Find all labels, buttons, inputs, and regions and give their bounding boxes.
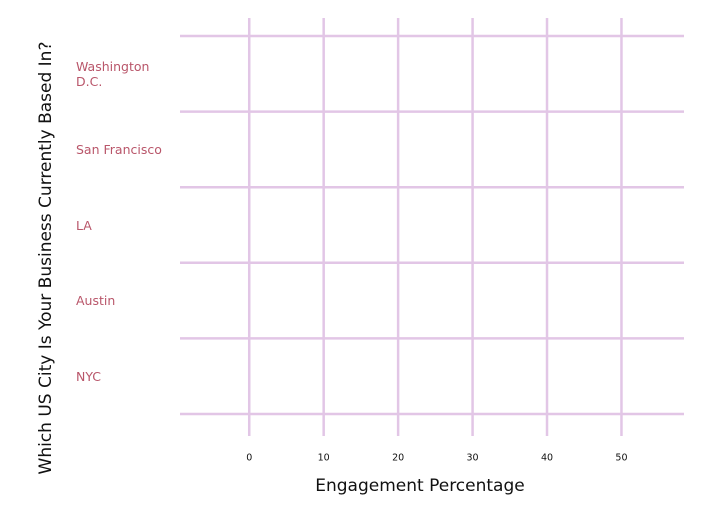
y-tick-label: Austin bbox=[76, 293, 116, 309]
y-label-wrap: San Francisco bbox=[76, 119, 176, 179]
y-label-box: NYC bbox=[76, 346, 176, 406]
x-tick-label: 10 bbox=[318, 453, 330, 464]
y-tick-label: NYC bbox=[76, 368, 102, 384]
y-label-wrap: NYC bbox=[76, 346, 176, 406]
x-tick-label: 40 bbox=[541, 453, 553, 464]
y-label-wrap: Austin bbox=[76, 271, 176, 331]
y-label-wrap: LA bbox=[76, 195, 176, 255]
x-axis-title: Engagement Percentage bbox=[315, 476, 524, 496]
y-label-box: San Francisco bbox=[76, 119, 176, 179]
x-tick-label: 50 bbox=[615, 453, 627, 464]
x-tick-label: 20 bbox=[392, 453, 404, 464]
y-label-box: LA bbox=[76, 195, 176, 255]
y-tick-label: San Francisco bbox=[76, 141, 162, 157]
y-label-wrap: Washington D.C. bbox=[76, 44, 176, 104]
y-tick-label: Washington D.C. bbox=[76, 58, 150, 89]
y-label-box: Washington D.C. bbox=[76, 44, 176, 104]
y-label-box: Austin bbox=[76, 271, 176, 331]
y-axis-title: Which US City Is Your Business Currently… bbox=[36, 42, 56, 475]
y-tick-label: LA bbox=[76, 217, 92, 233]
x-tick-label: 0 bbox=[246, 453, 252, 464]
x-tick-label: 30 bbox=[467, 453, 479, 464]
